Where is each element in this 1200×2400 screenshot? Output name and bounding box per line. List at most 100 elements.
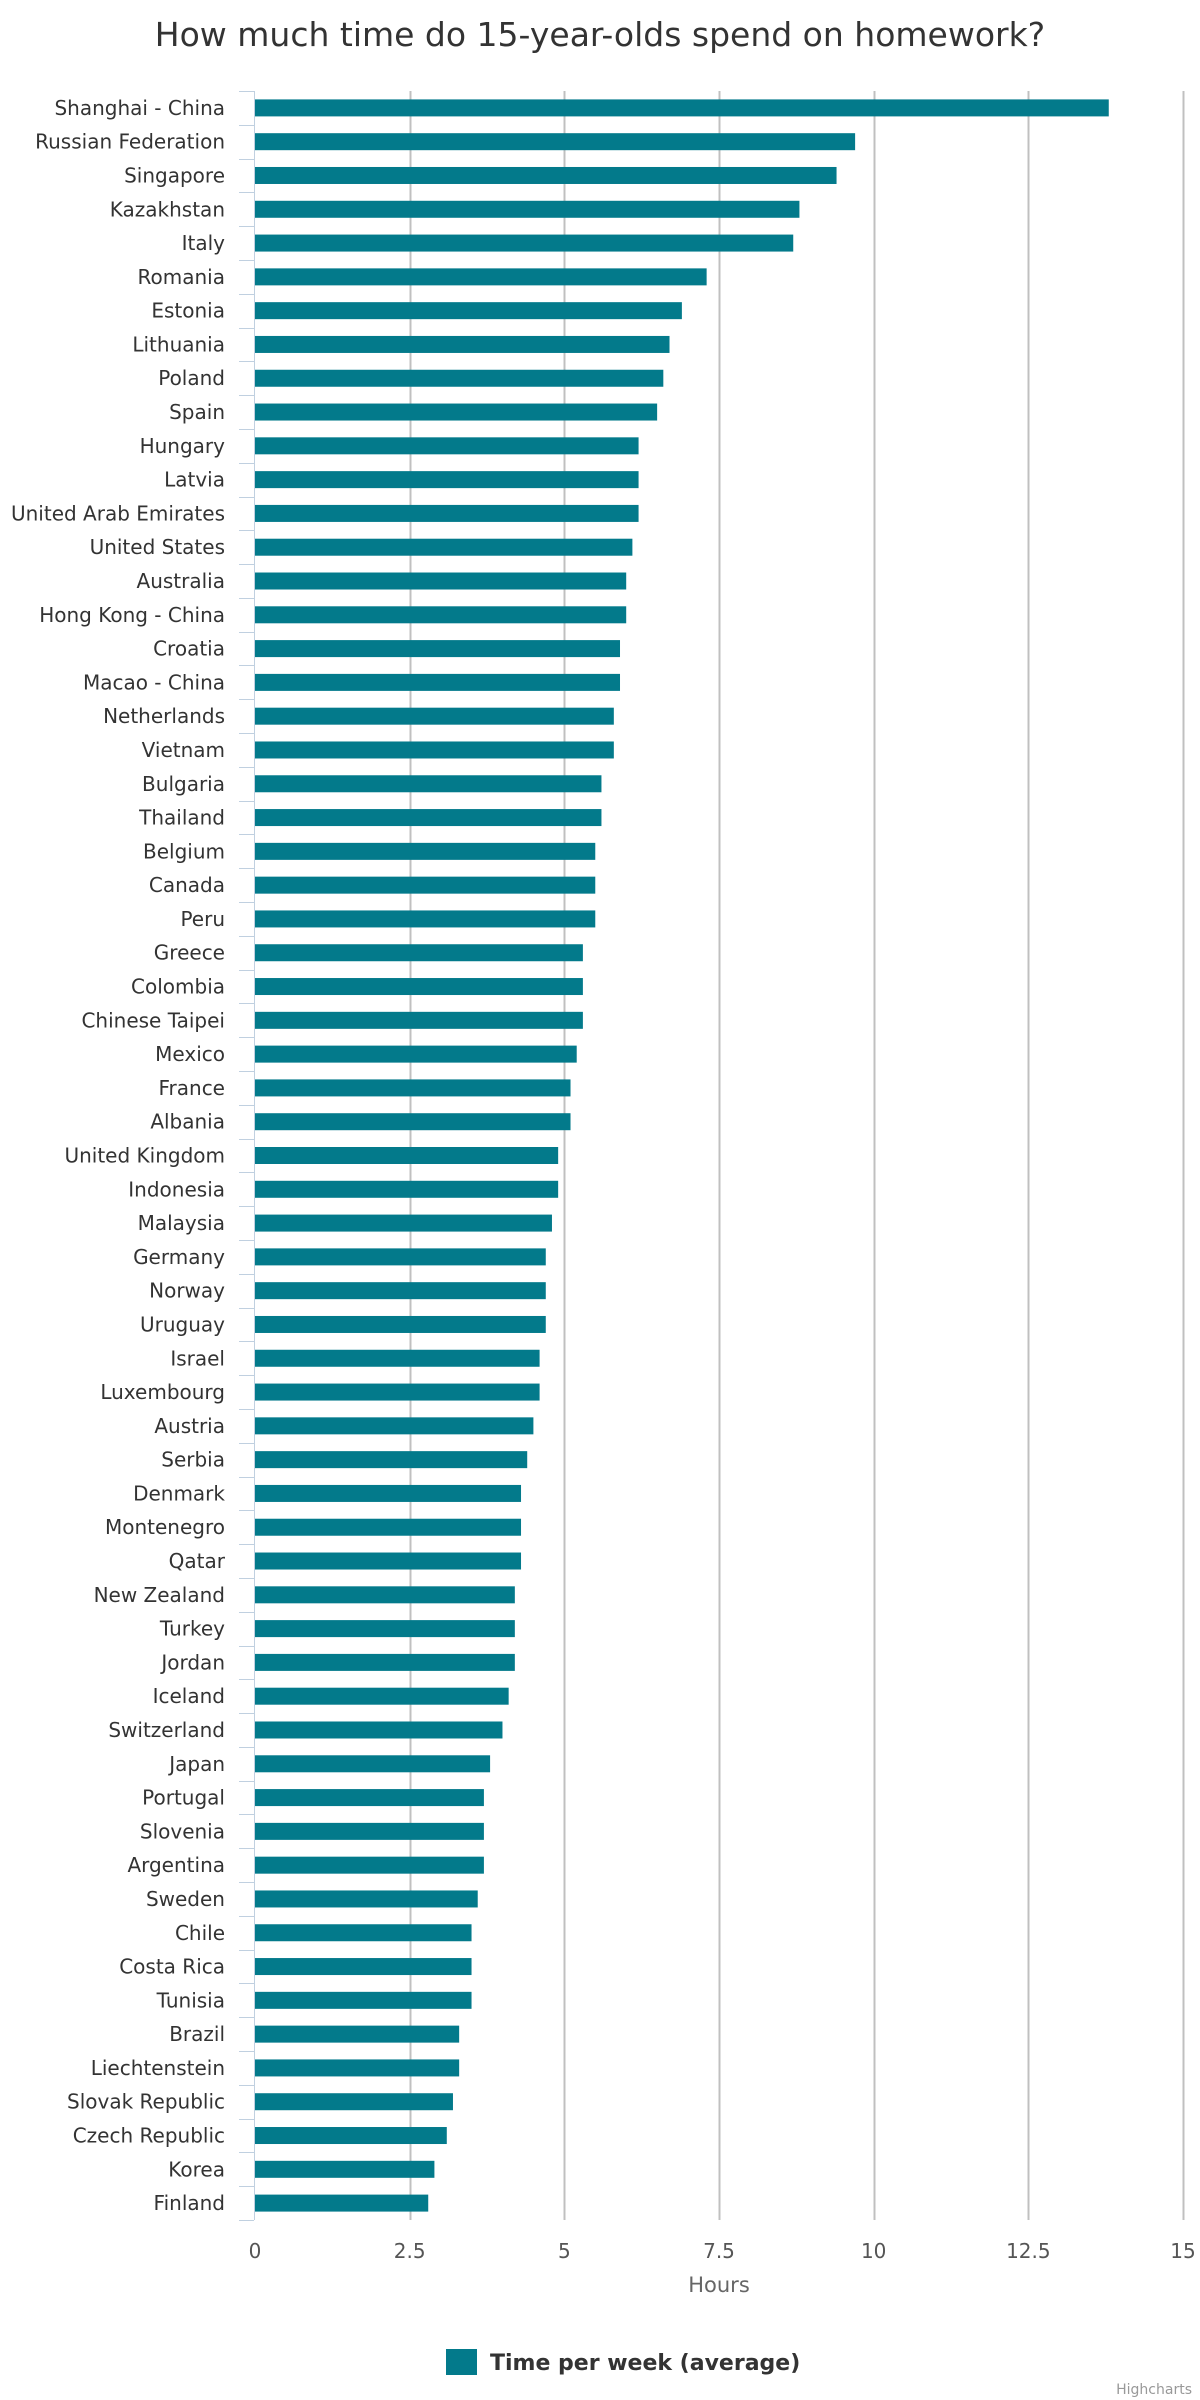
bar[interactable] xyxy=(255,809,602,827)
bar[interactable] xyxy=(255,335,670,353)
bar[interactable] xyxy=(255,1147,559,1164)
category-label: Korea xyxy=(168,2157,225,2181)
category-label: Liechtenstein xyxy=(91,2056,225,2080)
bar[interactable] xyxy=(255,504,639,522)
category-label: Austria xyxy=(154,1414,225,1438)
x-tick-label: 5 xyxy=(558,2239,571,2263)
bar[interactable] xyxy=(255,1282,546,1300)
bar[interactable] xyxy=(255,403,658,421)
bar[interactable] xyxy=(255,876,596,894)
category-label: Macao - China xyxy=(83,670,225,694)
bar[interactable] xyxy=(255,1248,546,1266)
bar[interactable] xyxy=(255,1315,546,1333)
bar[interactable] xyxy=(255,842,596,860)
category-label: Spain xyxy=(169,400,225,424)
bar[interactable] xyxy=(255,1349,540,1367)
bar[interactable] xyxy=(255,1789,484,1807)
bar[interactable] xyxy=(255,2059,460,2077)
bar[interactable] xyxy=(255,1687,509,1705)
bar[interactable] xyxy=(255,268,707,286)
category-label: Belgium xyxy=(143,839,225,863)
bar[interactable] xyxy=(255,673,621,691)
bar[interactable] xyxy=(255,2093,453,2111)
category-label: Singapore xyxy=(124,163,225,187)
bar[interactable] xyxy=(255,2025,460,2043)
bar[interactable] xyxy=(255,1620,515,1638)
category-label: Costa Rica xyxy=(119,1955,225,1979)
category-label: Poland xyxy=(158,366,225,390)
bar[interactable] xyxy=(255,2194,429,2212)
bar[interactable] xyxy=(255,2160,435,2178)
category-label: Thailand xyxy=(138,806,225,830)
bar[interactable] xyxy=(255,2127,447,2145)
category-label: Qatar xyxy=(169,1549,226,1573)
category-label: Shanghai - China xyxy=(54,96,225,120)
credits-text[interactable]: Highcharts xyxy=(1116,2382,1192,2398)
bar[interactable] xyxy=(255,471,639,489)
bar[interactable] xyxy=(255,1451,528,1469)
bar[interactable] xyxy=(255,1214,552,1232)
bar[interactable] xyxy=(255,1856,484,1874)
category-label: Indonesia xyxy=(128,1177,225,1201)
bar[interactable] xyxy=(255,200,800,218)
x-tick-label: 15 xyxy=(1170,2239,1195,2263)
category-label: United Kingdom xyxy=(64,1144,225,1168)
bar[interactable] xyxy=(255,234,794,252)
bar[interactable] xyxy=(255,606,627,624)
bar[interactable] xyxy=(255,1113,571,1131)
bar[interactable] xyxy=(255,538,633,556)
bar[interactable] xyxy=(255,133,856,151)
bar[interactable] xyxy=(255,1484,522,1502)
bar[interactable] xyxy=(255,1079,571,1097)
category-label: Slovenia xyxy=(140,1819,225,1843)
bar[interactable] xyxy=(255,1045,577,1063)
category-label: France xyxy=(158,1076,225,1100)
bar[interactable] xyxy=(255,1586,515,1604)
bar[interactable] xyxy=(255,1890,478,1908)
bar[interactable] xyxy=(255,99,1109,117)
category-label: Switzerland xyxy=(108,1718,225,1742)
bar[interactable] xyxy=(255,437,639,455)
bar[interactable] xyxy=(255,1721,503,1739)
category-label: Greece xyxy=(154,941,225,965)
bar[interactable] xyxy=(255,1822,484,1840)
bar[interactable] xyxy=(255,640,621,658)
bar[interactable] xyxy=(255,1958,472,1976)
category-label: Chile xyxy=(175,1921,225,1945)
bar[interactable] xyxy=(255,1518,522,1536)
bar[interactable] xyxy=(255,944,583,962)
bar[interactable] xyxy=(255,775,602,793)
bar[interactable] xyxy=(255,978,583,996)
category-label: Japan xyxy=(167,1752,225,1776)
bar[interactable] xyxy=(255,1653,515,1671)
category-label: Estonia xyxy=(151,299,225,323)
bar[interactable] xyxy=(255,1755,491,1773)
bar[interactable] xyxy=(255,1417,534,1435)
category-label: Mexico xyxy=(155,1042,225,1066)
bar[interactable] xyxy=(255,741,614,759)
category-label: Iceland xyxy=(153,1684,225,1708)
category-label: Tunisia xyxy=(156,1988,225,2012)
category-label: Sweden xyxy=(146,1887,225,1911)
bar[interactable] xyxy=(255,572,627,590)
bar[interactable] xyxy=(255,1383,540,1401)
bar[interactable] xyxy=(255,910,596,928)
bar[interactable] xyxy=(255,1180,559,1198)
bar[interactable] xyxy=(255,1011,583,1029)
category-label: Canada xyxy=(149,873,225,897)
category-label: Hong Kong - China xyxy=(39,603,225,627)
category-label: Russian Federation xyxy=(35,130,225,154)
bar[interactable] xyxy=(255,1552,522,1570)
x-axis-title: Hours xyxy=(688,2273,750,2297)
bar[interactable] xyxy=(255,1991,472,2009)
bar[interactable] xyxy=(255,302,682,320)
category-label: New Zealand xyxy=(94,1583,225,1607)
bar[interactable] xyxy=(255,1924,472,1942)
bar[interactable] xyxy=(255,369,664,387)
category-label: Brazil xyxy=(169,2022,225,2046)
bar[interactable] xyxy=(255,707,614,725)
x-tick-label: 10 xyxy=(861,2239,886,2263)
category-label: Montenegro xyxy=(105,1515,225,1539)
bar[interactable] xyxy=(255,166,837,184)
